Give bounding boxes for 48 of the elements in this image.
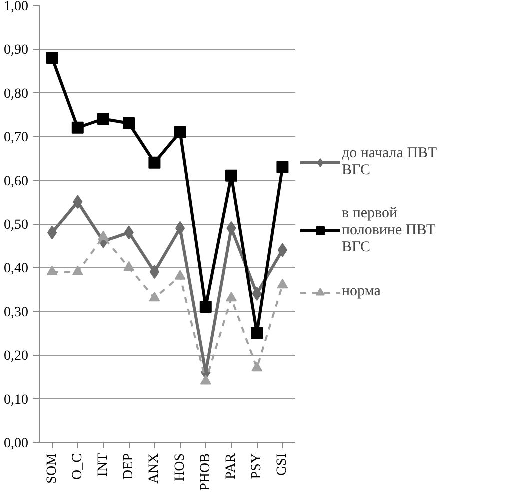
x-tick-label: ANX — [147, 453, 162, 484]
point — [278, 243, 288, 258]
point — [123, 117, 136, 130]
point — [226, 292, 237, 302]
y-tick-label: 0,90 — [4, 43, 28, 58]
point — [148, 156, 161, 169]
point — [150, 265, 160, 280]
legend-label: в первой половине ПВТ ВГС — [342, 205, 436, 256]
y-tick-label: 0,40 — [4, 262, 28, 277]
y-tick-label: 0,10 — [4, 392, 28, 408]
point — [200, 301, 212, 314]
x-tick-label: PAR — [224, 452, 239, 480]
point — [226, 170, 238, 182]
point — [251, 327, 264, 340]
y-tick-label: 0,00 — [4, 436, 28, 452]
x-tick-label: PHOB — [198, 453, 214, 491]
x-tick-label: INT — [96, 453, 111, 477]
point — [174, 270, 186, 280]
y-tick-label: 0,60 — [4, 174, 28, 190]
point — [46, 52, 58, 64]
x-tick-label: PSY — [250, 453, 265, 480]
point — [200, 375, 212, 385]
x-tick-label: GSI — [275, 453, 290, 476]
y-tick-label: 1,00 — [4, 0, 28, 14]
point — [72, 122, 84, 134]
y-tick-label: 0,80 — [4, 86, 28, 102]
point — [276, 161, 289, 174]
point — [47, 226, 58, 240]
y-tick-label: 0,20 — [4, 349, 28, 364]
point — [174, 126, 186, 138]
legend-label: норма — [342, 284, 381, 300]
point — [98, 113, 110, 126]
point — [277, 278, 288, 289]
x-tick-label: SOM — [44, 452, 60, 484]
point — [72, 266, 84, 276]
y-tick-label: 0,50 — [4, 218, 28, 233]
point — [252, 362, 263, 372]
x-tick-label: HOS — [172, 453, 188, 482]
x-tick-label: DEP — [122, 453, 137, 480]
point — [124, 261, 135, 272]
point — [46, 266, 58, 276]
y-tick-label: 0,70 — [4, 130, 28, 146]
point — [175, 221, 186, 236]
point — [149, 292, 160, 302]
x-tick-label: O_C — [70, 453, 86, 480]
legend-label: до начала ПВТ ВГС — [342, 145, 437, 179]
point — [98, 230, 109, 240]
y-tick-label: 0,30 — [4, 305, 28, 320]
